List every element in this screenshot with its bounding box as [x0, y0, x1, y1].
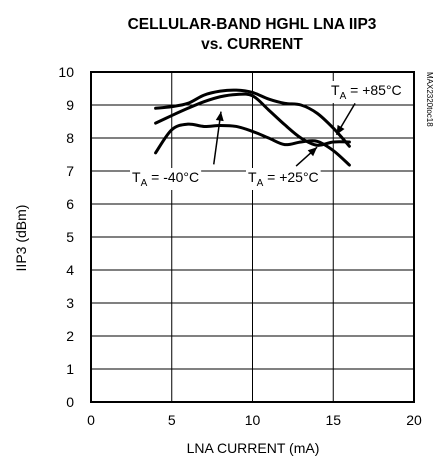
x-tick-label-4: 20 [406, 412, 422, 428]
chart-title-line1: CELLULAR-BAND HGHL LNA IIP3 [128, 16, 377, 33]
y-tick-label-3: 3 [66, 295, 74, 311]
annotation-ta-plus25: TA = +25°C [248, 169, 319, 189]
y-tick-label-2: 2 [66, 328, 74, 344]
annotation-background [130, 168, 202, 190]
y-tick-labels: 0 1 2 3 4 5 6 7 8 9 10 [58, 64, 74, 410]
series-line-minus40 [154, 88, 351, 148]
x-tick-labels: 0 5 10 15 20 [87, 412, 422, 428]
annotation-background [246, 168, 321, 190]
y-tick-label-6: 6 [66, 196, 74, 212]
series-lines [154, 88, 351, 167]
y-tick-label-5: 5 [66, 229, 74, 245]
y-tick-label-10: 10 [58, 64, 74, 80]
y-tick-label-7: 7 [66, 163, 74, 179]
annotation-background [329, 81, 404, 103]
pointer-arrowhead-minus40 [215, 111, 224, 122]
annotation-ta-plus85: TA = +85°C [331, 82, 402, 102]
y-axis-label: IIP3 (dBm) [13, 205, 29, 272]
part-code-label: MAX2320toc18 [425, 72, 434, 127]
series-line-plus25 [154, 92, 351, 147]
x-axis-label: LNA CURRENT (mA) [187, 440, 320, 456]
y-tick-label-8: 8 [66, 130, 74, 146]
x-tick-label-0: 0 [87, 412, 95, 428]
pointer-arrowhead-plus25 [307, 147, 318, 157]
series-line-plus85 [154, 122, 351, 167]
chart-title-line2: vs. CURRENT [201, 36, 303, 53]
grid-lines [90, 71, 415, 403]
y-tick-label-1: 1 [66, 361, 74, 377]
annotation-pointers [212, 102, 356, 167]
y-tick-label-0: 0 [66, 394, 74, 410]
x-tick-label-1: 5 [168, 412, 176, 428]
y-tick-label-9: 9 [66, 97, 74, 113]
y-tick-label-4: 4 [66, 262, 74, 278]
x-tick-label-2: 10 [245, 412, 261, 428]
x-tick-label-3: 15 [325, 412, 341, 428]
annotation-ta-minus40: TA = -40°C [132, 169, 199, 189]
plot-frame [90, 71, 415, 403]
pointer-arrowhead-plus85 [336, 124, 345, 135]
